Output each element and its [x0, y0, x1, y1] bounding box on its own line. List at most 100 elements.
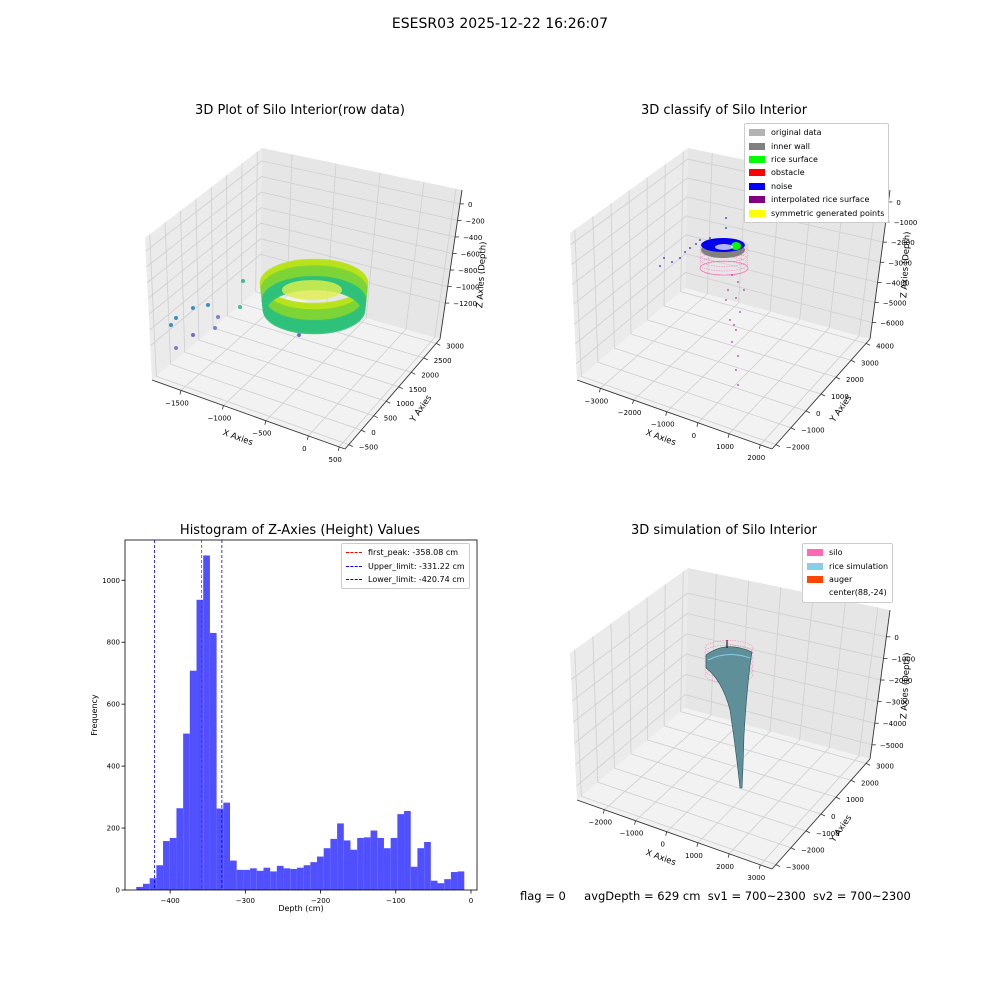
cls-y-tick-label: 3000	[861, 359, 879, 367]
histogram-bar	[223, 802, 230, 890]
raw-outlier-point	[191, 306, 195, 310]
sim-x-label: X Axies	[644, 848, 677, 868]
histogram-legend-item: first_peak: -358.08 cm	[346, 546, 465, 559]
cls-noise-point	[695, 243, 697, 245]
cls-x-grid	[760, 187, 879, 446]
sim-y-grid	[592, 636, 792, 849]
simulation-legend-label: center(88,-24)	[829, 588, 887, 598]
cls-y-tick	[865, 343, 871, 346]
raw-y-grid	[195, 198, 387, 402]
raw-x-tick	[222, 405, 224, 410]
histogram-bar	[163, 841, 170, 890]
cls-z-tick-label: 0	[896, 199, 900, 207]
histogram-bar	[450, 872, 458, 890]
raw-x-tick-label: −1500	[165, 399, 189, 407]
raw-x-tick-label: −500	[252, 430, 271, 438]
raw-x-grid	[308, 181, 425, 437]
raw-floor-pane	[152, 288, 440, 449]
raw-y-tick-label: 2500	[434, 357, 452, 365]
cls-y-tick-label: 0	[816, 410, 820, 418]
histogram-bar	[303, 865, 311, 890]
raw-z-tick-label: −1000	[456, 284, 480, 292]
raw-y-tick-label: 0	[371, 429, 375, 437]
histogram-bar	[283, 868, 291, 890]
classify-legend-item: rice surface	[749, 153, 884, 166]
classify-legend-swatch	[749, 182, 765, 190]
cls-z-tick-label: −5000	[883, 299, 907, 307]
sim-x-grid	[604, 573, 717, 810]
simulation-legend-item: auger	[807, 573, 888, 586]
classify-legend-label: symmetric generated points	[771, 208, 885, 218]
cls-y-tick-label: −1000	[801, 427, 825, 435]
histogram-bar	[203, 555, 210, 890]
raw-z-grid	[147, 207, 453, 299]
cls-x-tick	[599, 388, 601, 393]
cls-interpolated-point	[735, 369, 737, 371]
simulation-legend-label: auger	[829, 574, 853, 584]
histogram-bar	[149, 878, 157, 890]
sim-x-tick-label: −2000	[588, 819, 612, 827]
sim-z-tick-label: −5000	[880, 742, 904, 750]
raw-y-grid	[180, 210, 374, 417]
status-sv1: sv1 = 700~2300	[707, 889, 806, 903]
cls-z-label: Z Axies (Depth)	[899, 231, 912, 298]
cls-interpolated-point	[737, 384, 739, 386]
cls-y-grid	[610, 203, 807, 412]
raw-z-grid	[145, 160, 461, 252]
histogram-bar	[343, 840, 351, 890]
raw-x-axis	[151, 379, 346, 450]
cls-interpolated-point	[733, 324, 735, 326]
sim-x-grid	[728, 600, 846, 855]
sim-y-grid	[663, 584, 852, 781]
status-avg-depth: avgDepth = 629 cm	[584, 889, 701, 903]
histogram-bar	[189, 670, 197, 890]
cls-noise-point	[659, 265, 661, 267]
histogram-x-tick-label: 0	[469, 897, 473, 905]
cls-z-grid	[575, 272, 873, 365]
cls-z-tick-label: −3000	[888, 259, 912, 267]
sim-y-grid	[646, 597, 837, 798]
histogram-bar	[350, 849, 358, 890]
raw-x-grid	[180, 154, 293, 391]
cls-noise-point	[725, 217, 727, 219]
histogram-bar	[209, 632, 217, 890]
raw-outlier-point	[297, 333, 301, 337]
raw-y-tick	[386, 400, 391, 404]
status-flag: flag = 0	[520, 889, 566, 903]
histogram-bar	[216, 808, 224, 890]
histogram-y-tick-label: 0	[116, 887, 120, 895]
cls-x-grid	[728, 180, 846, 435]
simulation-panel-title: 3D simulation of Silo Interior	[631, 523, 817, 538]
sim-z-label: Z Axies (Depth)	[899, 652, 912, 719]
raw-outlier-point	[191, 333, 195, 337]
cls-noise-point	[663, 257, 665, 259]
cls-y-tick	[835, 376, 841, 380]
cls-noise-point	[679, 257, 681, 259]
cls-x-grid	[600, 153, 713, 389]
histogram-bar	[437, 883, 445, 890]
sim-x-tick	[758, 864, 761, 869]
sim-rice-surface	[705, 646, 753, 789]
sim-y-tick-label: −1000	[816, 830, 840, 838]
sim-x-grid	[760, 607, 879, 866]
histogram-frame	[124, 539, 478, 891]
cls-x-tick-label: 1000	[716, 443, 734, 451]
raw-outlier-point	[238, 305, 242, 309]
classify-legend-label: original data	[771, 128, 822, 138]
cls-noise-point	[684, 251, 686, 253]
cls-noise-point	[699, 239, 701, 241]
cls-x-tick	[758, 444, 761, 449]
raw-x-label: X Axies	[221, 428, 254, 448]
sim-z-grid	[576, 694, 873, 787]
histogram-bar	[176, 808, 184, 890]
cls-z-grid	[573, 215, 881, 305]
raw-x-tick	[179, 390, 182, 395]
histogram-bar	[243, 869, 251, 890]
classify-legend-item: interpolated rice surface	[749, 193, 884, 206]
classify-legend-label: inner wall	[771, 141, 811, 151]
histogram-bar	[390, 837, 398, 890]
cls-silo-bottom	[699, 260, 749, 276]
histogram-bar	[310, 862, 318, 890]
cls-x-tick-label: 0	[692, 432, 696, 440]
raw-panel-title: 3D Plot of Silo Interior(row data)	[195, 103, 405, 118]
